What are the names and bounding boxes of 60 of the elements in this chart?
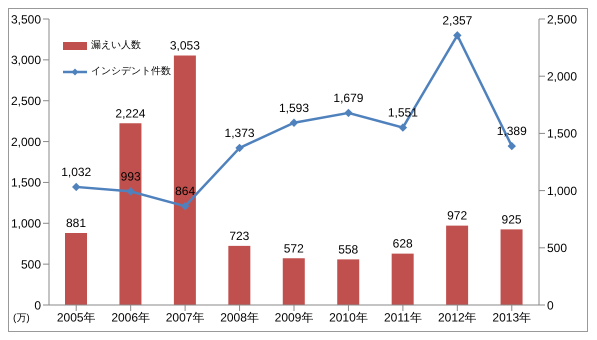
data-label: 723	[229, 228, 250, 243]
y-tick-label: 1,000	[10, 216, 42, 231]
data-label: 993	[120, 169, 141, 184]
point	[344, 108, 352, 117]
y2-tick-label: 1,500	[547, 126, 578, 141]
x-tick-label: 2008年	[220, 310, 259, 325]
legend-label: インシデント件数	[91, 65, 171, 79]
data-label: 1,593	[278, 100, 310, 115]
y2-tick-label: 500	[547, 241, 568, 256]
point	[181, 202, 190, 210]
x-tick-label: 2005年	[56, 310, 96, 325]
point	[236, 144, 244, 152]
point	[453, 31, 462, 40]
data-label: 1,032	[61, 164, 92, 179]
data-label: 628	[392, 236, 413, 251]
x-tick-label: 2013年	[492, 310, 532, 325]
point	[398, 124, 407, 132]
bar	[446, 226, 468, 305]
x-tick-label: 2012年	[438, 310, 477, 325]
bar	[228, 246, 250, 305]
point	[72, 182, 80, 191]
data-label: 864	[175, 184, 196, 198]
point	[126, 187, 135, 196]
y-tick-label: 500	[20, 257, 42, 272]
point	[290, 118, 298, 127]
y-tick-label: 1,500	[10, 176, 42, 190]
y-tick-label: 3,500	[10, 12, 42, 26]
data-label: 972	[447, 208, 468, 223]
x-tick-label: 2006年	[111, 310, 150, 325]
data-label: 3,053	[170, 38, 200, 53]
data-label: 2,357	[442, 13, 473, 28]
bar	[392, 254, 414, 305]
data-label: 925	[502, 212, 522, 226]
data-label: 558	[338, 242, 359, 256]
data-label: 2,224	[115, 106, 146, 120]
y-tick-label: 2,500	[10, 94, 42, 108]
data-label: 1,679	[333, 90, 364, 105]
y2-tick-label: 2,500	[547, 12, 578, 26]
x-tick-label: 2007年	[166, 310, 204, 325]
y-tick-label: 2,000	[10, 134, 42, 149]
text: (万)	[13, 312, 30, 325]
x-tick-label: 2009年	[274, 310, 314, 325]
bar	[337, 259, 360, 305]
x-tick-label: 2010年	[329, 310, 368, 325]
legend-label: 漏えい人数	[91, 39, 141, 53]
y2-tick-label: 1,000	[547, 184, 578, 198]
y-tick-label: 0	[34, 298, 42, 312]
bar	[500, 229, 523, 305]
point	[508, 142, 516, 150]
bar	[119, 123, 142, 305]
y-tick-label: 3,000	[10, 53, 42, 68]
data-label: 572	[284, 241, 304, 256]
bar	[282, 258, 305, 305]
y2-tick-label: 2,000	[547, 69, 578, 84]
y2-tick-label: 0	[547, 298, 554, 312]
bar	[65, 233, 87, 305]
bar	[174, 56, 196, 305]
data-label: 881	[66, 216, 86, 230]
data-label: 1,373	[224, 126, 255, 140]
x-tick-label: 2011年	[384, 310, 422, 325]
